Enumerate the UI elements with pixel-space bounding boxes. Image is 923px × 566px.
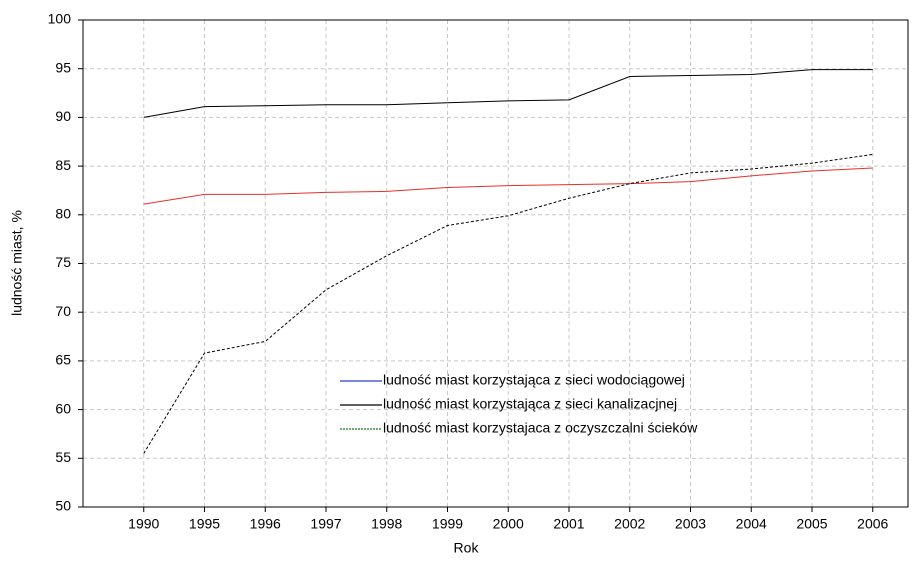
y-tick-label: 60 bbox=[55, 400, 71, 416]
x-tick-label: 1996 bbox=[250, 516, 281, 532]
y-tick-label: 80 bbox=[55, 206, 71, 222]
series-line bbox=[143, 153, 873, 454]
y-tick-label: 50 bbox=[55, 498, 71, 514]
y-tick-label: 90 bbox=[55, 108, 71, 124]
y-axis-label: ludność miast, % bbox=[9, 210, 25, 316]
x-tick-label: 2006 bbox=[857, 516, 888, 532]
legend-label: ludność miast korzystająca z sieci wodoc… bbox=[383, 372, 685, 388]
x-tick-label: 2003 bbox=[675, 516, 706, 532]
legend-label: ludność miast korzystająca z sieci kanal… bbox=[383, 396, 677, 412]
x-tick-label: 1990 bbox=[128, 516, 159, 532]
y-tick-label: 70 bbox=[55, 303, 71, 319]
y-tick-label: 95 bbox=[55, 59, 71, 75]
y-tick-label: 55 bbox=[55, 449, 71, 465]
y-tick-label: 75 bbox=[55, 254, 71, 270]
x-tick-label: 1995 bbox=[189, 516, 220, 532]
x-tick-label: 2004 bbox=[736, 516, 767, 532]
y-tick-label: 65 bbox=[55, 352, 71, 368]
x-axis-label: Rok bbox=[454, 540, 480, 556]
plot-frame bbox=[82, 19, 909, 508]
x-tick-label: 1999 bbox=[432, 516, 463, 532]
y-tick-label: 85 bbox=[55, 157, 71, 173]
x-tick-label: 2002 bbox=[614, 516, 645, 532]
legend-label: ludność miast korzystajaca z oczyszczaln… bbox=[383, 420, 698, 436]
x-tick-label: 2000 bbox=[493, 516, 524, 532]
y-tick-label: 100 bbox=[48, 11, 72, 27]
x-tick-label: 2001 bbox=[553, 516, 584, 532]
x-tick-label: 2005 bbox=[796, 516, 827, 532]
series-line bbox=[143, 69, 873, 118]
x-tick-label: 1997 bbox=[310, 516, 341, 532]
x-tick-label: 1998 bbox=[371, 516, 402, 532]
series-line bbox=[143, 167, 873, 205]
